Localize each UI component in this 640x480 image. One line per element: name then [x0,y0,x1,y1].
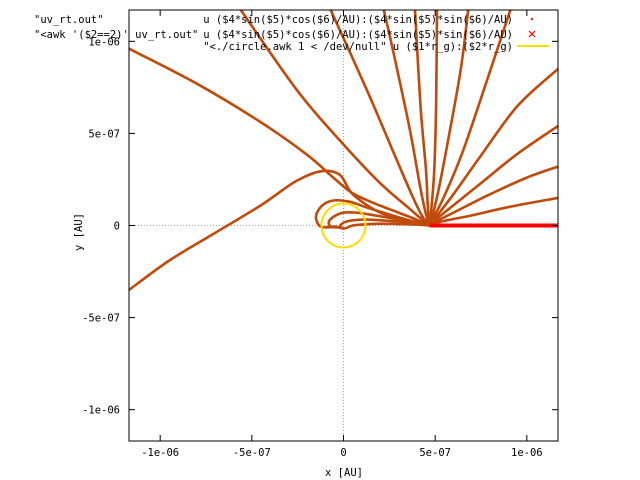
horizon-circle-layer [320,202,367,249]
ray-9 [382,10,431,227]
ray-5 [428,10,512,227]
y-axis-label: y [AU] [73,213,85,251]
legend-file-label: "<awk '($2==2)' uv_rt.out" [34,29,198,41]
x-tick-label: -1e-06 [141,447,179,459]
horizon-circle [320,202,367,249]
legend-cross-marker [528,30,536,38]
legend-file-label: "uv_rt.out" [34,14,104,26]
ray-8 [413,10,431,227]
tick-layer: -1e-06 -5e-07 0 5e-07 1e-06 -1e-06 -5e-07 0 5e-0… [82,10,558,459]
y-tick-label: 0 [114,221,120,233]
x-axis-label: x [AU] [325,467,363,479]
legend-entry-label: u ($4*sin($5)*cos($6)/AU):($4*sin($5)*si… [203,14,513,26]
y-tick-label: -1e-06 [82,405,120,417]
ray-10 [329,10,431,227]
ray-13 [129,169,431,292]
x-tick-label: 0 [340,447,346,459]
y-tick-label: 5e-07 [88,128,120,140]
ray-16 [338,218,431,230]
y-tick-label: -5e-07 [82,313,120,325]
ray-11 [239,10,431,227]
x-tick-label: 1e-06 [511,447,543,459]
ray-7 [428,10,439,227]
ray-2 [428,165,558,227]
legend-entry-label: "<./circle.awk 1 < /dev/null" u ($1*r_g)… [203,41,513,53]
legend-dot-marker [530,17,534,21]
ray-6 [428,10,470,227]
legend: "uv_rt.out"u ($4*sin($5)*cos($6)/AU):($4… [34,14,549,53]
ray-17 [345,222,431,230]
ray-trajectories [129,10,558,292]
legend-entry-label: u ($4*sin($5)*cos($6)/AU):($4*sin($5)*si… [203,29,513,41]
ray-12 [129,47,431,227]
x-tick-label: -5e-07 [233,447,271,459]
ray-15 [327,210,431,230]
x-tick-label: 5e-07 [419,447,451,459]
y-tick-label: 1e-06 [88,36,120,48]
ray-4 [428,67,558,227]
